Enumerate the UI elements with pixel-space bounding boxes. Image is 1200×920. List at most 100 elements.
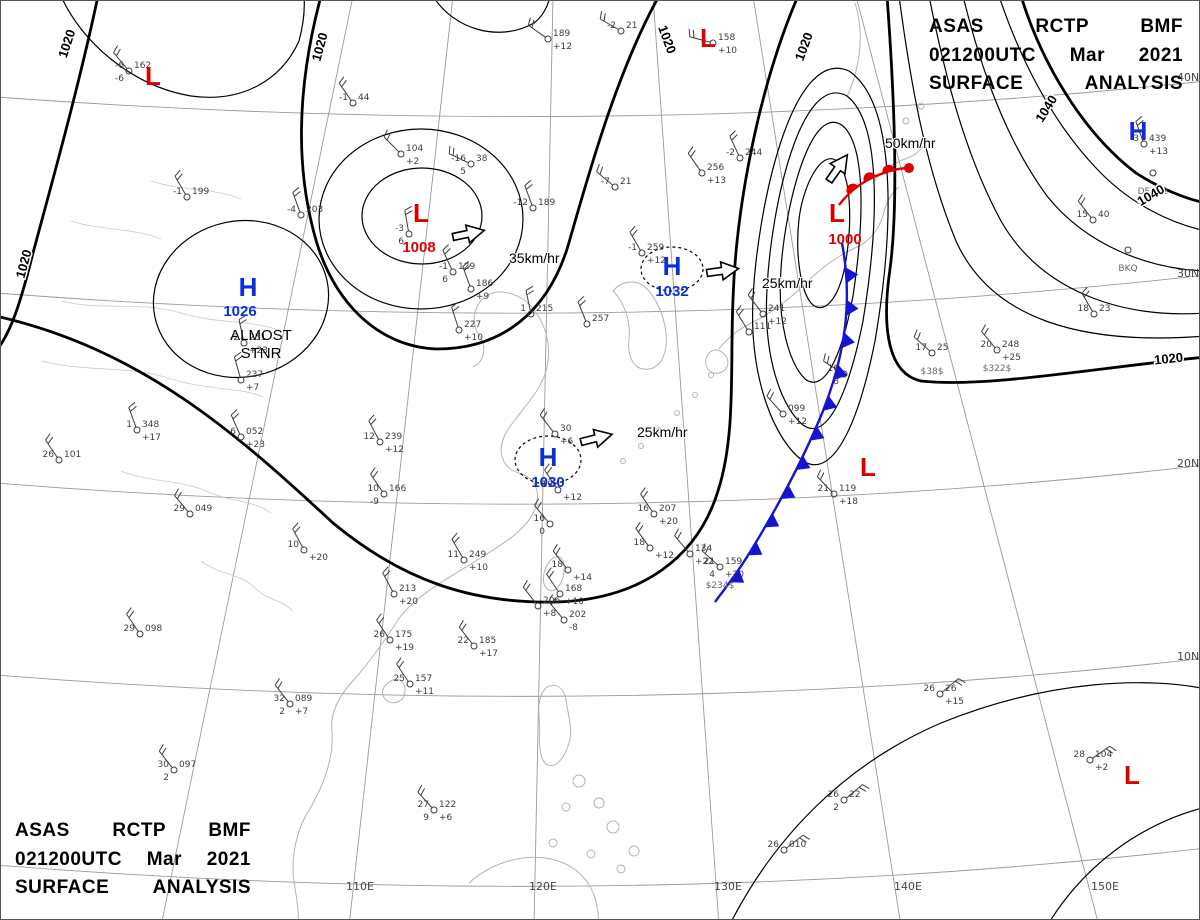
pressure-center-note: STNR — [241, 345, 282, 362]
wind-barb — [174, 175, 186, 195]
cold-front-pip — [841, 332, 855, 349]
isobar-1004 — [797, 158, 851, 309]
wind-barb — [729, 136, 740, 156]
station-plot: 18 23 — [1078, 286, 1110, 318]
svg-text:26: 26 — [945, 684, 957, 694]
svg-text:+18: +18 — [839, 497, 858, 507]
svg-text:6: 6 — [442, 275, 448, 285]
svg-text:+9: +9 — [476, 292, 490, 302]
wind-barb — [238, 319, 244, 341]
svg-text:+25: +25 — [1002, 353, 1021, 363]
svg-text:+2: +2 — [1095, 763, 1108, 773]
svg-text:+20: +20 — [725, 570, 744, 580]
title-line-1: ASAS RCTP BMF — [929, 16, 1183, 37]
svg-text:+13: +13 — [707, 176, 726, 186]
station-plot: BKQ — [1118, 246, 1138, 274]
station-plot: 1 215 — [520, 285, 553, 318]
wind-barb — [701, 550, 719, 566]
pressure-center-letter: L — [1124, 760, 1140, 790]
svg-text:+10: +10 — [565, 597, 584, 607]
isobar-1012 — [361, 167, 483, 265]
svg-text:+12: +12 — [647, 256, 666, 266]
svg-text:-12: -12 — [513, 198, 528, 208]
wind-barb — [113, 52, 128, 70]
wind-barb — [449, 153, 469, 164]
latitude-label: 10N — [1177, 650, 1199, 663]
svg-text:8: 8 — [833, 377, 839, 387]
svg-text:097: 097 — [179, 760, 196, 770]
station-plot: -1 6 129 — [439, 244, 475, 285]
warm-front-endpoint — [904, 163, 914, 173]
cold-front-pip — [845, 267, 859, 284]
pressure-center-letter: L — [700, 23, 716, 53]
station-plot: 21 4 159 +20$234$ — [701, 543, 744, 591]
wind-barb — [981, 331, 996, 349]
wind-barb — [45, 439, 58, 458]
wind-barb — [396, 663, 409, 682]
svg-text:5: 5 — [460, 167, 466, 177]
station-plot: 27 9 122 +6 — [417, 784, 456, 823]
wind-barb — [735, 311, 748, 330]
isobar-1020 — [885, 1, 1199, 384]
station-plot: 18 +12 — [634, 521, 674, 561]
station-plot: 206+8 — [522, 580, 560, 619]
pressure-center-letter: H — [239, 272, 258, 302]
latitude-label: 20N — [1177, 457, 1199, 470]
svg-text:25: 25 — [937, 343, 948, 353]
svg-text:+17: +17 — [479, 649, 498, 659]
svg-text:199: 199 — [192, 187, 209, 197]
isobar-label: 1020 — [792, 30, 816, 62]
isobar-1016 — [62, 1, 305, 98]
svg-text:098: 098 — [145, 624, 162, 634]
station-plot: 28 104 +2 — [1074, 745, 1117, 773]
svg-text:439: 439 — [1149, 134, 1166, 144]
station-plot: 10 -9 166 — [368, 467, 406, 507]
svg-text:0: 0 — [539, 527, 545, 537]
svg-text:6: 6 — [230, 427, 236, 437]
svg-text:+14: +14 — [573, 573, 592, 583]
svg-text:+10: +10 — [464, 333, 483, 343]
wind-barb — [451, 538, 463, 558]
wind-barb — [524, 185, 533, 206]
wind-barb — [382, 572, 394, 592]
pressure-center-H: H 1030 — [531, 442, 564, 491]
svg-text:26: 26 — [768, 840, 780, 850]
latitude-label: 30N — [1177, 267, 1199, 280]
svg-text:134: 134 — [695, 544, 712, 554]
svg-text:259: 259 — [647, 243, 664, 253]
svg-text:129: 129 — [458, 262, 475, 272]
svg-text:+20: +20 — [309, 553, 328, 563]
svg-text:-1: -1 — [339, 93, 348, 103]
svg-text:+23: +23 — [246, 440, 265, 450]
station-plot: -1 259 +12 — [628, 225, 666, 266]
svg-text:101: 101 — [64, 450, 81, 460]
svg-text:+12: +12 — [788, 417, 807, 427]
station-plot: 099+12 — [766, 388, 807, 427]
title-line-2: 021200UTC Mar 2021 — [15, 848, 251, 870]
svg-text:162: 162 — [134, 61, 151, 71]
station-plot: 19 +12 — [542, 463, 582, 503]
svg-text:189: 189 — [553, 29, 570, 39]
wind-barb — [158, 750, 173, 768]
station-plot: 16 207 +20 — [638, 487, 678, 527]
longitude-label: 140E — [894, 880, 922, 893]
wind-barb — [577, 301, 587, 322]
svg-text:+8: +8 — [543, 609, 557, 619]
svg-text:44: 44 — [358, 93, 370, 103]
svg-text:9: 9 — [423, 813, 429, 823]
svg-text:30: 30 — [560, 424, 572, 434]
wind-barb — [404, 210, 409, 232]
wind-barb — [370, 473, 383, 492]
svg-text:186: 186 — [476, 279, 493, 289]
isobar-1032 — [963, 1, 1199, 272]
svg-text:+15: +15 — [945, 697, 964, 707]
wind-barb — [552, 550, 567, 568]
station-plot: 134+22 — [674, 528, 714, 567]
longitude-label: 130E — [714, 880, 742, 893]
station-plot: -12 189 — [513, 179, 555, 212]
svg-text:27: 27 — [418, 800, 429, 810]
warm-front — [838, 166, 910, 206]
station-plot: 26 175 +19 — [374, 613, 414, 653]
